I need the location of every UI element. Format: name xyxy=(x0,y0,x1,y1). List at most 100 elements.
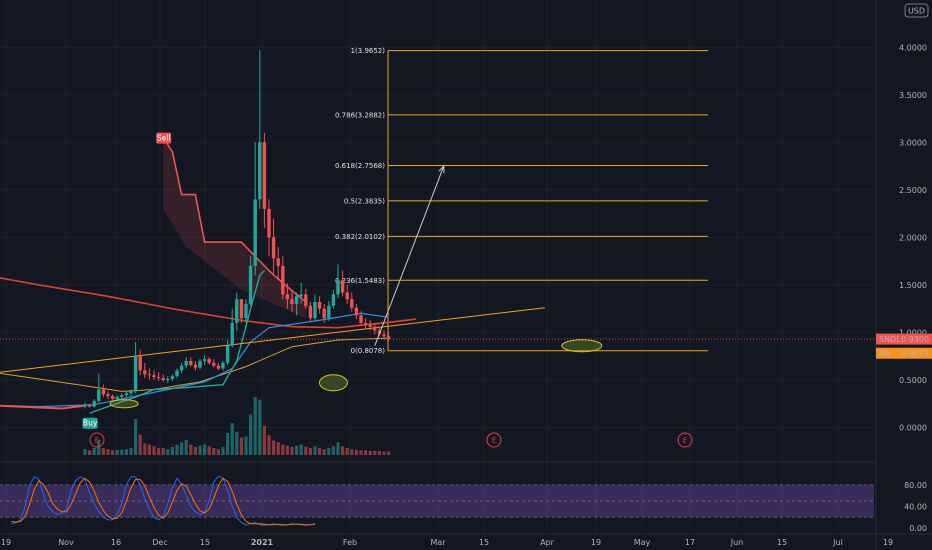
candle-body xyxy=(340,280,345,293)
volume-bar xyxy=(97,439,101,455)
candle-body xyxy=(359,315,363,323)
volume-bar xyxy=(285,445,289,455)
candle-body xyxy=(363,322,368,325)
volume-bar xyxy=(272,440,276,455)
candle-body xyxy=(294,296,299,304)
candle-body xyxy=(276,258,280,266)
volume-bar xyxy=(244,436,248,455)
volume-bar xyxy=(101,448,105,455)
volume-bar xyxy=(318,448,322,455)
target-arrow xyxy=(374,165,445,346)
x-tick-label: 19 xyxy=(883,538,893,547)
candle-body xyxy=(216,365,221,369)
x-tick-label: 16 xyxy=(111,538,121,547)
volume-bar xyxy=(129,448,133,455)
volume-bars xyxy=(83,397,391,455)
supertrend-up-line xyxy=(89,270,265,414)
fib-label: 0(0.8078) xyxy=(351,347,386,355)
volume-bar xyxy=(304,446,308,455)
candle-body xyxy=(120,395,124,398)
volume-bar xyxy=(341,446,345,455)
fib-label-symbol: Fib xyxy=(879,349,890,358)
volume-bar xyxy=(226,432,230,455)
price-label-value: 0.9300 xyxy=(901,335,929,344)
candle-body xyxy=(327,305,331,319)
candle-body xyxy=(235,299,239,323)
candle-body xyxy=(129,391,133,394)
candle-body xyxy=(373,326,377,331)
candle-body xyxy=(166,379,170,381)
candle-body xyxy=(281,265,285,295)
volume-bar xyxy=(170,446,174,455)
candle-body xyxy=(267,208,271,238)
x-tick-label: Feb xyxy=(343,538,357,547)
x-tick-label: Nov xyxy=(58,538,74,547)
volume-bar xyxy=(322,449,326,455)
candle-body xyxy=(239,299,244,319)
candle-body xyxy=(87,404,92,407)
oscillator-pane[interactable] xyxy=(0,461,932,526)
volume-bar xyxy=(198,445,202,455)
event-label: E xyxy=(492,437,496,445)
fib-label: 0.786(3.2882) xyxy=(335,111,385,119)
volume-bar xyxy=(138,434,142,455)
fib-label: 0.236(1.5483) xyxy=(335,277,385,285)
candle-body xyxy=(336,280,340,295)
volume-bar xyxy=(299,444,303,455)
trend-curve xyxy=(0,337,389,392)
volume-bar xyxy=(120,449,124,455)
y-tick-label: 1.0000 xyxy=(899,328,927,337)
volume-bar xyxy=(175,444,179,455)
candle-body xyxy=(382,334,386,337)
volume-bar xyxy=(331,446,335,455)
x-tick-label: May xyxy=(634,538,651,547)
candle-body xyxy=(198,360,202,368)
supertrend-fill xyxy=(163,137,306,319)
candle-body xyxy=(179,365,184,371)
candle-body xyxy=(299,294,303,297)
candle-body xyxy=(244,303,248,319)
volume-bar xyxy=(207,446,211,455)
volume-bar xyxy=(152,446,156,455)
volume-bar xyxy=(359,450,363,455)
signal-label: Sell xyxy=(157,134,171,143)
volume-bar xyxy=(368,450,372,455)
volume-bar xyxy=(203,444,207,455)
volume-bar xyxy=(387,451,391,455)
candle-body xyxy=(212,362,216,366)
volume-bar xyxy=(166,449,170,455)
osc-tick-label: 0.00 xyxy=(909,524,927,533)
candle-body xyxy=(230,322,234,346)
x-tick-label: 15 xyxy=(200,538,210,547)
candle-body xyxy=(97,389,101,401)
currency-label: USD xyxy=(908,7,925,16)
fib-levels: 1(3.9652) 0.786(3.2882) 0.618(2.7568) 0.5(2… xyxy=(335,47,708,355)
x-tick-label: Mar xyxy=(430,538,446,547)
volume-bar xyxy=(184,439,188,455)
event-marker xyxy=(677,432,693,448)
volume-bar xyxy=(377,450,381,455)
volume-bar xyxy=(189,444,193,455)
candle-body xyxy=(207,359,211,363)
candle-body xyxy=(317,302,322,309)
volume-bar xyxy=(92,448,96,455)
candle-body xyxy=(331,294,336,306)
candle-body xyxy=(106,394,110,397)
volume-bar xyxy=(267,435,271,455)
volume-bar xyxy=(115,449,119,455)
candle-body xyxy=(124,393,129,396)
candle-body xyxy=(253,199,257,266)
volume-bar xyxy=(124,449,128,455)
highlight-ellipse xyxy=(318,374,348,392)
volume-bar xyxy=(157,448,161,455)
volume-bar xyxy=(253,397,257,455)
candle-body xyxy=(138,356,142,371)
candle-body xyxy=(386,336,391,340)
x-tick-label: Apr xyxy=(540,538,555,547)
volume-bar xyxy=(336,442,340,455)
volume-bar xyxy=(111,450,115,455)
osc-band xyxy=(0,484,874,518)
trend-line xyxy=(0,307,546,373)
